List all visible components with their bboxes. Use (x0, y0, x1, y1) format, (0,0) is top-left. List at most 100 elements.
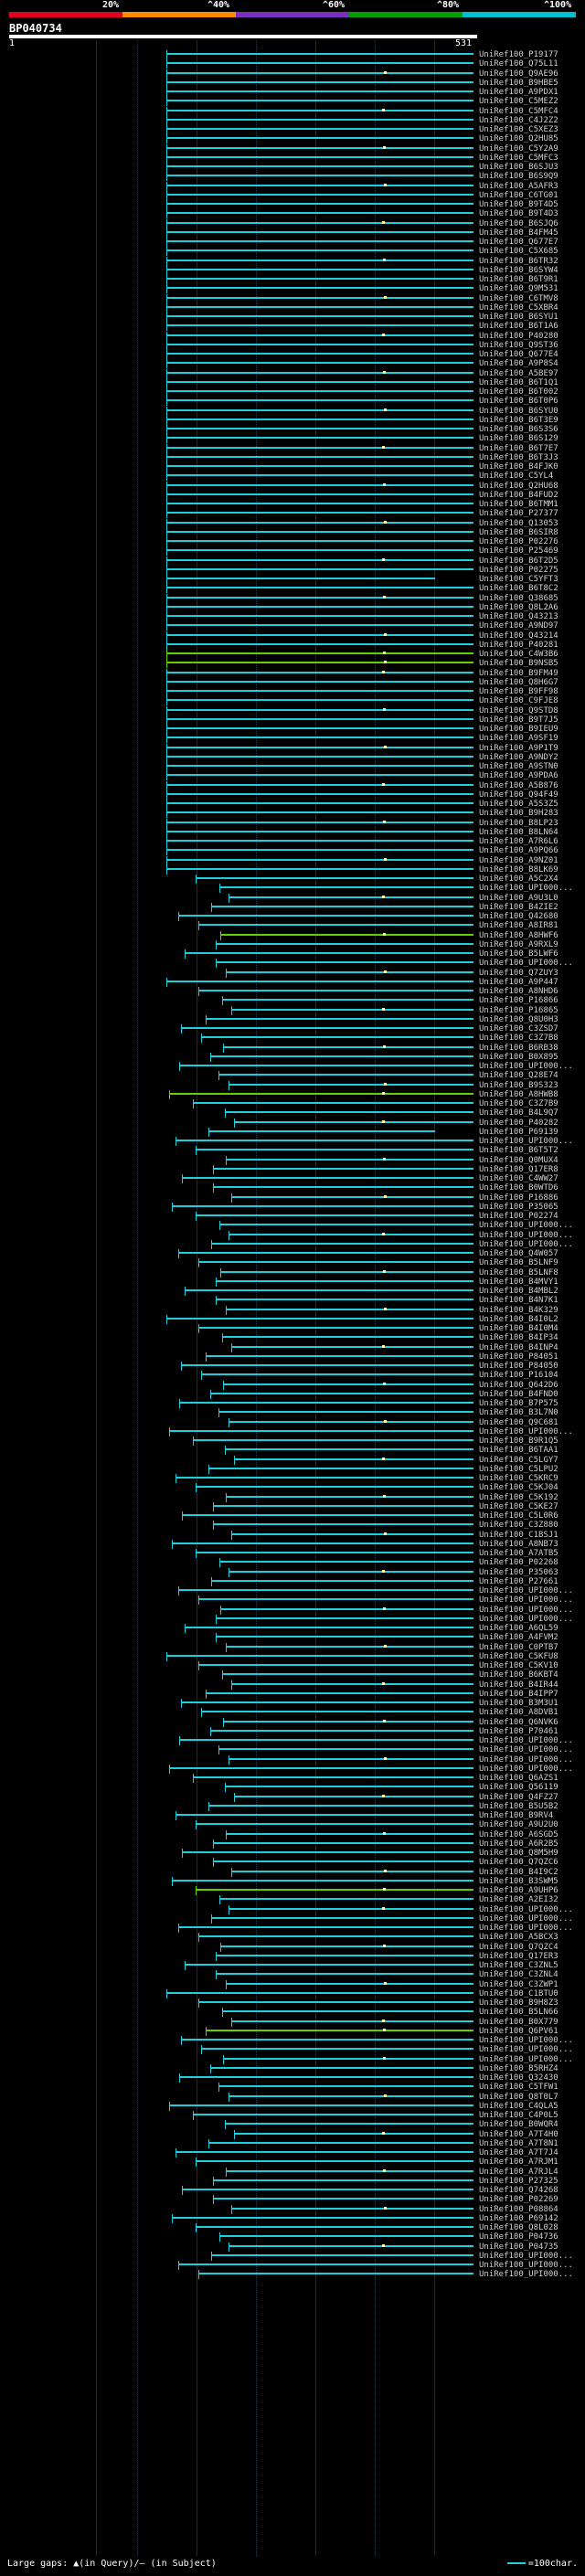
hit-label[interactable]: UniRef100_A4FVM2 (479, 1633, 558, 1643)
hit-label[interactable]: UniRef100_C5K192 (479, 1492, 558, 1502)
hit-row[interactable]: UniRef100_B0X779 (0, 2017, 585, 2027)
hit-label[interactable]: UniRef100_Q43214 (479, 631, 558, 641)
hit-label[interactable]: UniRef100_B9R1Q5 (479, 1436, 558, 1446)
hit-row[interactable]: UniRef100_A9P8S4 (0, 359, 585, 369)
hit-row[interactable]: UniRef100_B3M3U1 (0, 1699, 585, 1708)
hit-row[interactable]: UniRef100_P02275 (0, 565, 585, 575)
hit-label[interactable]: UniRef100_B6SYU1 (479, 313, 558, 322)
hit-label[interactable]: UniRef100_A9U2U0 (479, 1820, 558, 1830)
hit-label[interactable]: UniRef100_UPI000... (479, 1426, 573, 1436)
hit-label[interactable]: UniRef100_P69142 (479, 2213, 558, 2223)
hit-row[interactable]: UniRef100_B6T9R1 (0, 275, 585, 284)
hit-row[interactable]: UniRef100_Q28E74 (0, 1071, 585, 1081)
hit-row[interactable]: UniRef100_B4I9C2 (0, 1867, 585, 1877)
hit-label[interactable]: UniRef100_B4I9C2 (479, 1867, 558, 1877)
hit-row[interactable]: UniRef100_P04736 (0, 2232, 585, 2242)
hit-label[interactable]: UniRef100_B4MBL2 (479, 1287, 558, 1296)
hit-label[interactable]: UniRef100_P16886 (479, 1193, 558, 1203)
hit-row[interactable]: UniRef100_B4MBL2 (0, 1287, 585, 1296)
hit-row[interactable]: UniRef100_Q6AZS1 (0, 1774, 585, 1783)
hit-row[interactable]: UniRef100_B6TR32 (0, 256, 585, 266)
hit-row[interactable]: UniRef100_B9FF98 (0, 687, 585, 696)
hit-label[interactable]: UniRef100_C4WW27 (479, 1174, 558, 1183)
hit-row[interactable]: UniRef100_B4L9Q7 (0, 1108, 585, 1118)
hit-label[interactable]: UniRef100_A7R6L6 (479, 837, 558, 846)
hit-label[interactable]: UniRef100_B8LK69 (479, 864, 558, 875)
hit-label[interactable]: UniRef100_B9H283 (479, 809, 558, 819)
hit-row[interactable]: UniRef100_UPI000... (0, 2045, 585, 2055)
hit-label[interactable]: UniRef100_P16104 (479, 1371, 558, 1381)
hit-label[interactable]: UniRef100_B4L9Q7 (479, 1108, 558, 1118)
hit-row[interactable]: UniRef100_C5MFC3 (0, 153, 585, 163)
hit-row[interactable]: UniRef100_A7T7J4 (0, 2148, 585, 2157)
hit-label[interactable]: UniRef100_B9H8Z3 (479, 1998, 558, 2008)
hit-label[interactable]: UniRef100_C5XBR4 (479, 302, 558, 313)
hit-label[interactable]: UniRef100_A9PQ66 (479, 846, 558, 856)
hit-label[interactable]: UniRef100_A7ATB5 (479, 1549, 558, 1558)
hit-row[interactable]: UniRef100_UPI000... (0, 1924, 585, 1933)
hit-label[interactable]: UniRef100_B9RV4 (479, 1811, 554, 1820)
hit-label[interactable]: UniRef100_Q74268 (479, 2186, 558, 2195)
hit-row[interactable]: UniRef100_A6QL59 (0, 1624, 585, 1633)
hit-row[interactable]: UniRef100_C5XEZ3 (0, 125, 585, 134)
hit-label[interactable]: UniRef100_UPI000... (479, 2270, 573, 2280)
hit-row[interactable]: UniRef100_B9H8Z3 (0, 1998, 585, 2008)
hit-row[interactable]: UniRef100_C3Z7B9 (0, 1099, 585, 1108)
hit-row[interactable]: UniRef100_C5LGY7 (0, 1455, 585, 1465)
hit-label[interactable]: UniRef100_Q7ZUY3 (479, 968, 558, 978)
hit-row[interactable]: UniRef100_A9PQ66 (0, 846, 585, 856)
hit-label[interactable]: UniRef100_A9NZ01 (479, 855, 558, 865)
hit-label[interactable]: UniRef100_C5KV10 (479, 1661, 558, 1670)
hit-label[interactable]: UniRef100_Q4FZ27 (479, 1792, 558, 1802)
hit-row[interactable]: UniRef100_Q43214 (0, 631, 585, 641)
hit-row[interactable]: UniRef100_B6T8C2 (0, 584, 585, 594)
hit-row[interactable]: UniRef100_P35063 (0, 1567, 585, 1577)
hit-label[interactable]: UniRef100_B6T2D5 (479, 556, 558, 566)
hit-label[interactable]: UniRef100_B3SWM5 (479, 1876, 558, 1886)
hit-label[interactable]: UniRef100_P16866 (479, 996, 558, 1006)
hit-label[interactable]: UniRef100_A9SF19 (479, 734, 558, 744)
hit-label[interactable]: UniRef100_B4ZIE2 (479, 902, 558, 912)
hit-label[interactable]: UniRef100_A9U3L0 (479, 893, 558, 903)
hit-row[interactable]: UniRef100_C1BTU0 (0, 1988, 585, 1998)
hit-row[interactable]: UniRef100_Q677E4 (0, 350, 585, 359)
hit-label[interactable]: UniRef100_B6TR32 (479, 256, 558, 266)
hit-row[interactable]: UniRef100_P40281 (0, 640, 585, 650)
hit-label[interactable]: UniRef100_P70461 (479, 1726, 558, 1736)
hit-row[interactable]: UniRef100_A2EI32 (0, 1895, 585, 1905)
hit-row[interactable]: UniRef100_Q6PV61 (0, 2026, 585, 2036)
hit-label[interactable]: UniRef100_B5LN66 (479, 2008, 558, 2018)
hit-row[interactable]: UniRef100_B6SJU3 (0, 163, 585, 172)
hit-label[interactable]: UniRef100_A8NB73 (479, 1539, 558, 1549)
hit-label[interactable]: UniRef100_B4I0M4 (479, 1324, 558, 1333)
hit-label[interactable]: UniRef100_C3ZNL4 (479, 1970, 558, 1980)
hit-label[interactable]: UniRef100_C5XEZ3 (479, 125, 558, 134)
hit-row[interactable]: UniRef100_B0X895 (0, 1052, 585, 1062)
hit-row[interactable]: UniRef100_UPI000... (0, 1745, 585, 1755)
hit-label[interactable]: UniRef100_B4FJK0 (479, 462, 558, 472)
hit-row[interactable]: UniRef100_UPI000... (0, 1230, 585, 1240)
hit-row[interactable]: UniRef100_A6SGD5 (0, 1829, 585, 1839)
hit-label[interactable]: UniRef100_UPI000... (479, 1230, 573, 1240)
hit-label[interactable]: UniRef100_Q17ER3 (479, 1951, 558, 1961)
hit-row[interactable]: UniRef100_C9FJE8 (0, 696, 585, 706)
hit-label[interactable]: UniRef100_B6T3E9 (479, 415, 558, 425)
hit-label[interactable]: UniRef100_Q2HU68 (479, 481, 558, 491)
hit-label[interactable]: UniRef100_B4INP4 (479, 1342, 558, 1352)
hit-label[interactable]: UniRef100_A8IR81 (479, 921, 558, 931)
hit-label[interactable]: UniRef100_UPI000... (479, 1586, 573, 1595)
hit-row[interactable]: UniRef100_C6TMV8 (0, 293, 585, 303)
hit-label[interactable]: UniRef100_A8NHD6 (479, 987, 558, 996)
hit-row[interactable]: UniRef100_UPI000... (0, 1904, 585, 1914)
hit-row[interactable]: UniRef100_A8NB73 (0, 1539, 585, 1549)
hit-label[interactable]: UniRef100_B4IP34 (479, 1333, 558, 1343)
hit-row[interactable]: UniRef100_UPI000... (0, 2261, 585, 2270)
hit-row[interactable]: UniRef100_UPI000... (0, 2251, 585, 2261)
hit-row[interactable]: UniRef100_P69142 (0, 2213, 585, 2223)
hit-row[interactable]: UniRef100_B7P575 (0, 1399, 585, 1408)
hit-row[interactable]: UniRef100_Q8L028 (0, 2223, 585, 2232)
hit-row[interactable]: UniRef100_A5BCX3 (0, 1933, 585, 1943)
hit-label[interactable]: UniRef100_B4FND0 (479, 1389, 558, 1399)
hit-row[interactable]: UniRef100_UPI000... (0, 1062, 585, 1071)
hit-label[interactable]: UniRef100_B6SYU0 (479, 406, 558, 416)
